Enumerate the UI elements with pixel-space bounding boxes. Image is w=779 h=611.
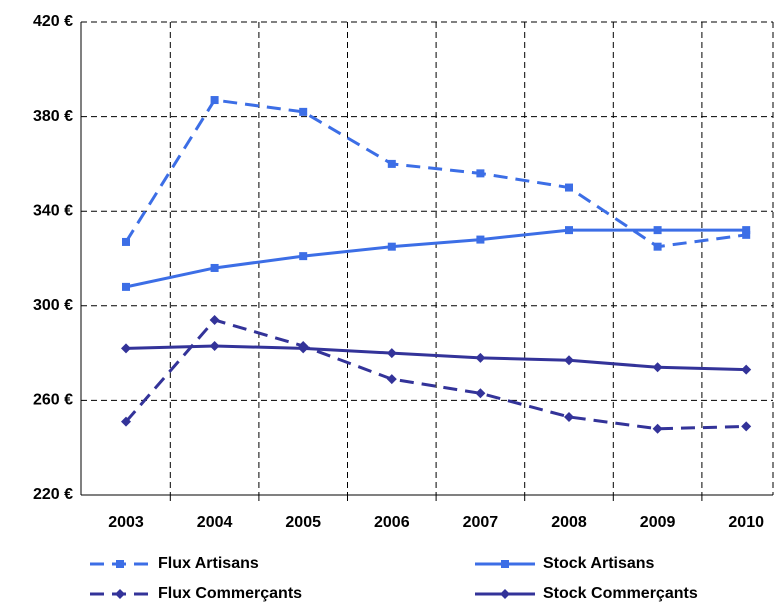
y-tick-label: 220 € — [33, 486, 73, 503]
data-point — [565, 183, 573, 192]
data-point — [653, 226, 662, 235]
legend-marker — [500, 589, 510, 599]
legend-label: Stock Commerçants — [543, 585, 698, 602]
data-point — [565, 226, 573, 235]
series-line — [125, 344, 747, 372]
data-point — [652, 362, 663, 373]
data-point — [387, 242, 396, 251]
data-point — [209, 341, 220, 352]
x-tick-label: 2007 — [463, 514, 499, 531]
y-tick-label: 380 € — [33, 108, 73, 125]
x-tick-label: 2004 — [197, 514, 233, 531]
x-tick-label: 2008 — [551, 514, 587, 531]
data-point — [742, 230, 751, 239]
data-point — [386, 348, 397, 359]
data-point — [121, 343, 131, 354]
legend-label: Flux Commerçants — [158, 585, 302, 602]
data-point — [299, 252, 308, 261]
x-tick-label: 2010 — [728, 514, 764, 531]
y-tick-label: 340 € — [33, 202, 73, 219]
data-point — [476, 169, 485, 178]
y-tick-label: 420 € — [33, 13, 73, 30]
series-line — [124, 318, 747, 431]
series-line — [124, 98, 747, 249]
legend-label: Stock Artisans — [543, 555, 655, 572]
data-point — [653, 242, 662, 251]
data-point — [299, 107, 308, 116]
x-tick-label: 2009 — [640, 514, 676, 531]
data-point — [475, 352, 486, 363]
data-point — [122, 282, 130, 291]
data-point — [387, 159, 396, 168]
data-point — [298, 343, 309, 354]
data-point — [475, 388, 486, 399]
legend-marker — [116, 560, 124, 568]
data-point — [386, 374, 397, 385]
series-line — [125, 228, 747, 289]
data-point — [476, 235, 485, 244]
data-point — [564, 355, 574, 366]
data-point — [652, 423, 663, 434]
x-tick-label: 2005 — [285, 514, 321, 531]
data-point — [210, 96, 219, 105]
y-tick-label: 260 € — [33, 392, 73, 409]
legend-marker — [501, 560, 509, 568]
legend-label: Flux Artisans — [158, 555, 259, 572]
data-point — [210, 263, 219, 272]
data-point — [209, 314, 220, 325]
data-point — [122, 237, 130, 246]
y-tick-label: 300 € — [33, 297, 73, 314]
x-tick-label: 2003 — [108, 514, 144, 531]
data-point — [564, 411, 574, 422]
data-point — [742, 226, 751, 235]
legend-marker — [115, 589, 125, 599]
data-point — [741, 364, 752, 375]
data-point — [741, 421, 752, 432]
data-point — [121, 416, 131, 427]
x-tick-label: 2006 — [374, 514, 410, 531]
